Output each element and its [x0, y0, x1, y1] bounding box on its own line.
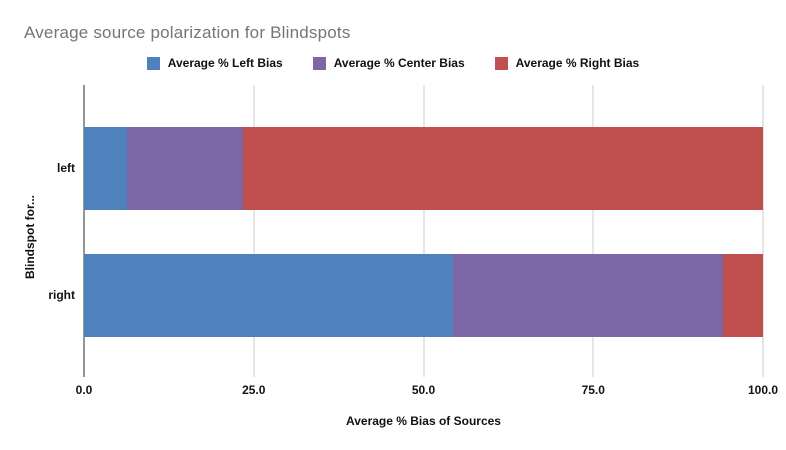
x-tick-label: 25.0 [242, 383, 266, 397]
x-tick-label: 100.0 [747, 383, 779, 397]
gridline [592, 85, 594, 377]
legend-item[interactable]: Average % Center Bias [312, 56, 465, 70]
gridline [762, 85, 764, 377]
legend-label: Average % Right Bias [515, 56, 640, 70]
bar-segment[interactable] [452, 254, 723, 337]
legend-item[interactable]: Average % Right Bias [494, 56, 640, 70]
x-axis-title: Average % Bias of Sources [346, 414, 501, 428]
legend-item[interactable]: Average % Left Bias [146, 56, 283, 70]
y-axis-line [83, 85, 85, 377]
gridline [253, 85, 255, 377]
bar-left [84, 127, 763, 210]
bar-segment[interactable] [127, 127, 243, 210]
chart-title: Average source polarization for Blindspo… [24, 23, 351, 42]
legend-swatch-icon [312, 56, 326, 70]
y-axis-title: Blindspot for... [23, 195, 37, 279]
x-tick-label: 0.0 [75, 383, 93, 397]
legend-swatch-icon [146, 56, 160, 70]
legend-label: Average % Center Bias [333, 56, 465, 70]
bar-segment[interactable] [722, 254, 763, 337]
bar-segment[interactable] [242, 127, 763, 210]
bar-right [84, 254, 763, 337]
legend-label: Average % Left Bias [167, 56, 283, 70]
gridline [423, 85, 424, 377]
plot-area [83, 85, 764, 377]
bar-segment[interactable] [84, 127, 128, 210]
x-tick-row: 0.0 25.0 50.0 75.0 100.0 [76, 383, 778, 398]
category-label: right [48, 288, 75, 302]
bar-segment[interactable] [84, 254, 453, 337]
legend-swatch-icon [494, 56, 508, 70]
x-tick-label: 75.0 [581, 383, 605, 397]
legend: Average % Left Bias Average % Center Bias… [0, 54, 786, 72]
x-tick-label: 50.0 [411, 383, 436, 397]
category-label: left [57, 161, 75, 175]
